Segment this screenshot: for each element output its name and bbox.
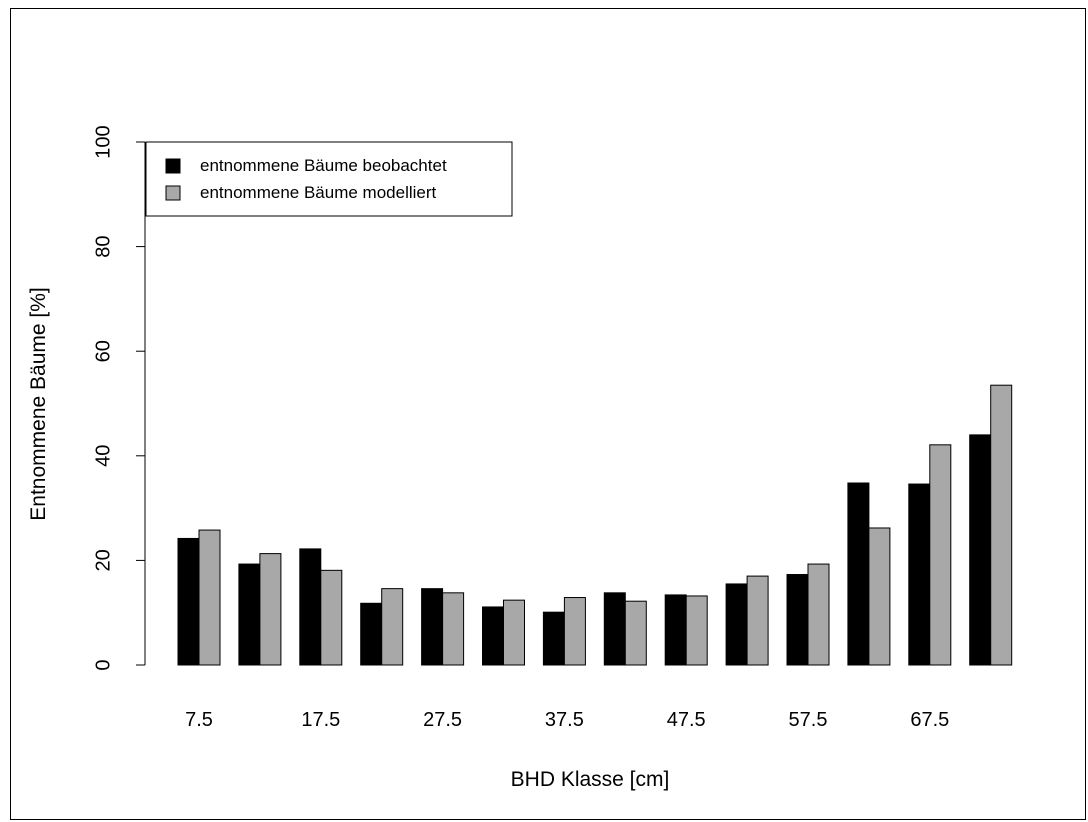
bar-modelled bbox=[990, 384, 1013, 666]
legend-swatch bbox=[165, 158, 181, 174]
bar-observed bbox=[421, 588, 444, 666]
x-tick-label: 17.5 bbox=[301, 709, 340, 731]
y-axis-label: Entnommene Bäume [%] bbox=[27, 287, 50, 520]
bar-observed bbox=[969, 434, 992, 666]
legend: entnommene Bäume beobachtet entnommene Bä… bbox=[145, 141, 513, 217]
x-axis-label: BHD Klasse [cm] bbox=[511, 768, 670, 791]
bar-modelled bbox=[198, 529, 221, 666]
legend-swatch bbox=[165, 185, 181, 201]
bar-modelled bbox=[624, 600, 647, 666]
bars bbox=[177, 384, 1013, 666]
bar-modelled bbox=[563, 597, 586, 666]
legend-label: entnommene Bäume modelliert bbox=[200, 183, 437, 202]
y-tick-label: 40 bbox=[92, 445, 114, 467]
bar-observed bbox=[786, 574, 809, 666]
y-tick-label: 60 bbox=[92, 340, 114, 362]
x-tick-label: 57.5 bbox=[789, 709, 828, 731]
bar-modelled bbox=[807, 563, 830, 666]
bar-observed bbox=[299, 548, 322, 666]
bar-modelled bbox=[320, 569, 343, 666]
bar-modelled bbox=[381, 588, 404, 666]
bar-observed bbox=[238, 563, 261, 666]
x-axis-tick-labels: 7.5 17.5 27.5 37.5 47.5 57.5 67.5 bbox=[185, 709, 949, 731]
y-axis: 0 20 40 60 80 100 bbox=[92, 125, 146, 671]
y-tick-label: 20 bbox=[92, 549, 114, 571]
legend-box bbox=[145, 141, 513, 217]
bar-observed bbox=[725, 583, 748, 666]
bar-modelled bbox=[746, 575, 769, 666]
bar-modelled bbox=[685, 595, 708, 666]
bar-observed bbox=[908, 483, 931, 666]
bar-modelled bbox=[503, 599, 525, 666]
bar-modelled bbox=[259, 553, 282, 666]
bar-modelled bbox=[442, 592, 465, 666]
legend-label: entnommene Bäume beobachtet bbox=[200, 156, 447, 175]
x-tick-label: 37.5 bbox=[545, 709, 584, 731]
bar-modelled bbox=[929, 444, 952, 666]
bar-observed bbox=[847, 482, 870, 666]
x-tick-label: 67.5 bbox=[910, 709, 949, 731]
bar-observed bbox=[664, 594, 687, 666]
y-tick-label: 80 bbox=[92, 235, 114, 257]
y-tick-label: 100 bbox=[92, 125, 114, 158]
bar-observed bbox=[177, 537, 200, 666]
bar-observed bbox=[482, 606, 504, 666]
bar-observed bbox=[360, 602, 383, 666]
x-tick-label: 27.5 bbox=[423, 709, 462, 731]
x-tick-label: 47.5 bbox=[667, 709, 706, 731]
x-tick-label: 7.5 bbox=[185, 709, 213, 731]
bar-observed bbox=[603, 592, 626, 666]
bar-observed bbox=[542, 611, 565, 666]
y-tick-label: 0 bbox=[92, 659, 114, 670]
bar-modelled bbox=[868, 527, 891, 666]
